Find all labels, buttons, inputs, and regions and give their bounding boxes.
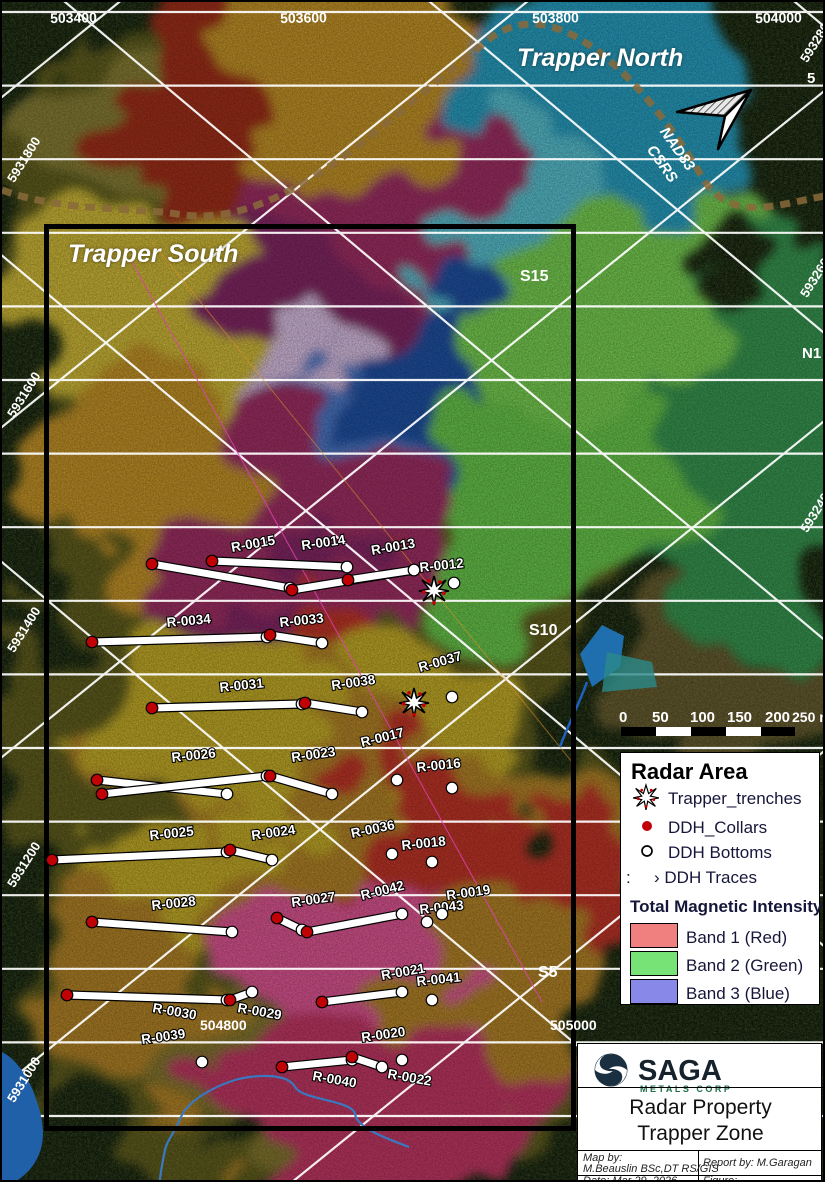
svg-text:R-0022: R-0022 xyxy=(386,1066,432,1088)
svg-text:R-0016: R-0016 xyxy=(416,755,462,775)
svg-text:R-0024: R-0024 xyxy=(250,822,296,843)
svg-text:R-0023: R-0023 xyxy=(290,744,336,765)
svg-text:R-0025: R-0025 xyxy=(149,823,195,843)
svg-text:R-0040: R-0040 xyxy=(311,1068,357,1090)
svg-text:R-0018: R-0018 xyxy=(401,833,447,853)
svg-text:R-0020: R-0020 xyxy=(360,1024,406,1045)
svg-text:R-0034: R-0034 xyxy=(166,611,212,630)
svg-text:R-0033: R-0033 xyxy=(279,610,325,630)
svg-text:R-0038: R-0038 xyxy=(330,672,376,693)
svg-text:R-0031: R-0031 xyxy=(219,675,265,695)
svg-text:R-0037: R-0037 xyxy=(417,648,464,675)
svg-text:R-0027: R-0027 xyxy=(290,889,336,910)
svg-text:R-0017: R-0017 xyxy=(359,725,406,750)
svg-text:R-0028: R-0028 xyxy=(151,893,197,913)
svg-text:R-0042: R-0042 xyxy=(359,878,406,903)
svg-text:R-0039: R-0039 xyxy=(140,1026,186,1047)
svg-text:R-0036: R-0036 xyxy=(350,817,397,841)
svg-text:R-0026: R-0026 xyxy=(171,745,217,765)
svg-text:R-0019: R-0019 xyxy=(445,882,491,903)
svg-text:R-0029: R-0029 xyxy=(236,1000,282,1022)
svg-text:R-0014: R-0014 xyxy=(300,532,346,553)
svg-text:R-0013: R-0013 xyxy=(370,535,417,558)
svg-text:R-0015: R-0015 xyxy=(230,532,277,555)
svg-text:R-0012: R-0012 xyxy=(419,555,465,575)
